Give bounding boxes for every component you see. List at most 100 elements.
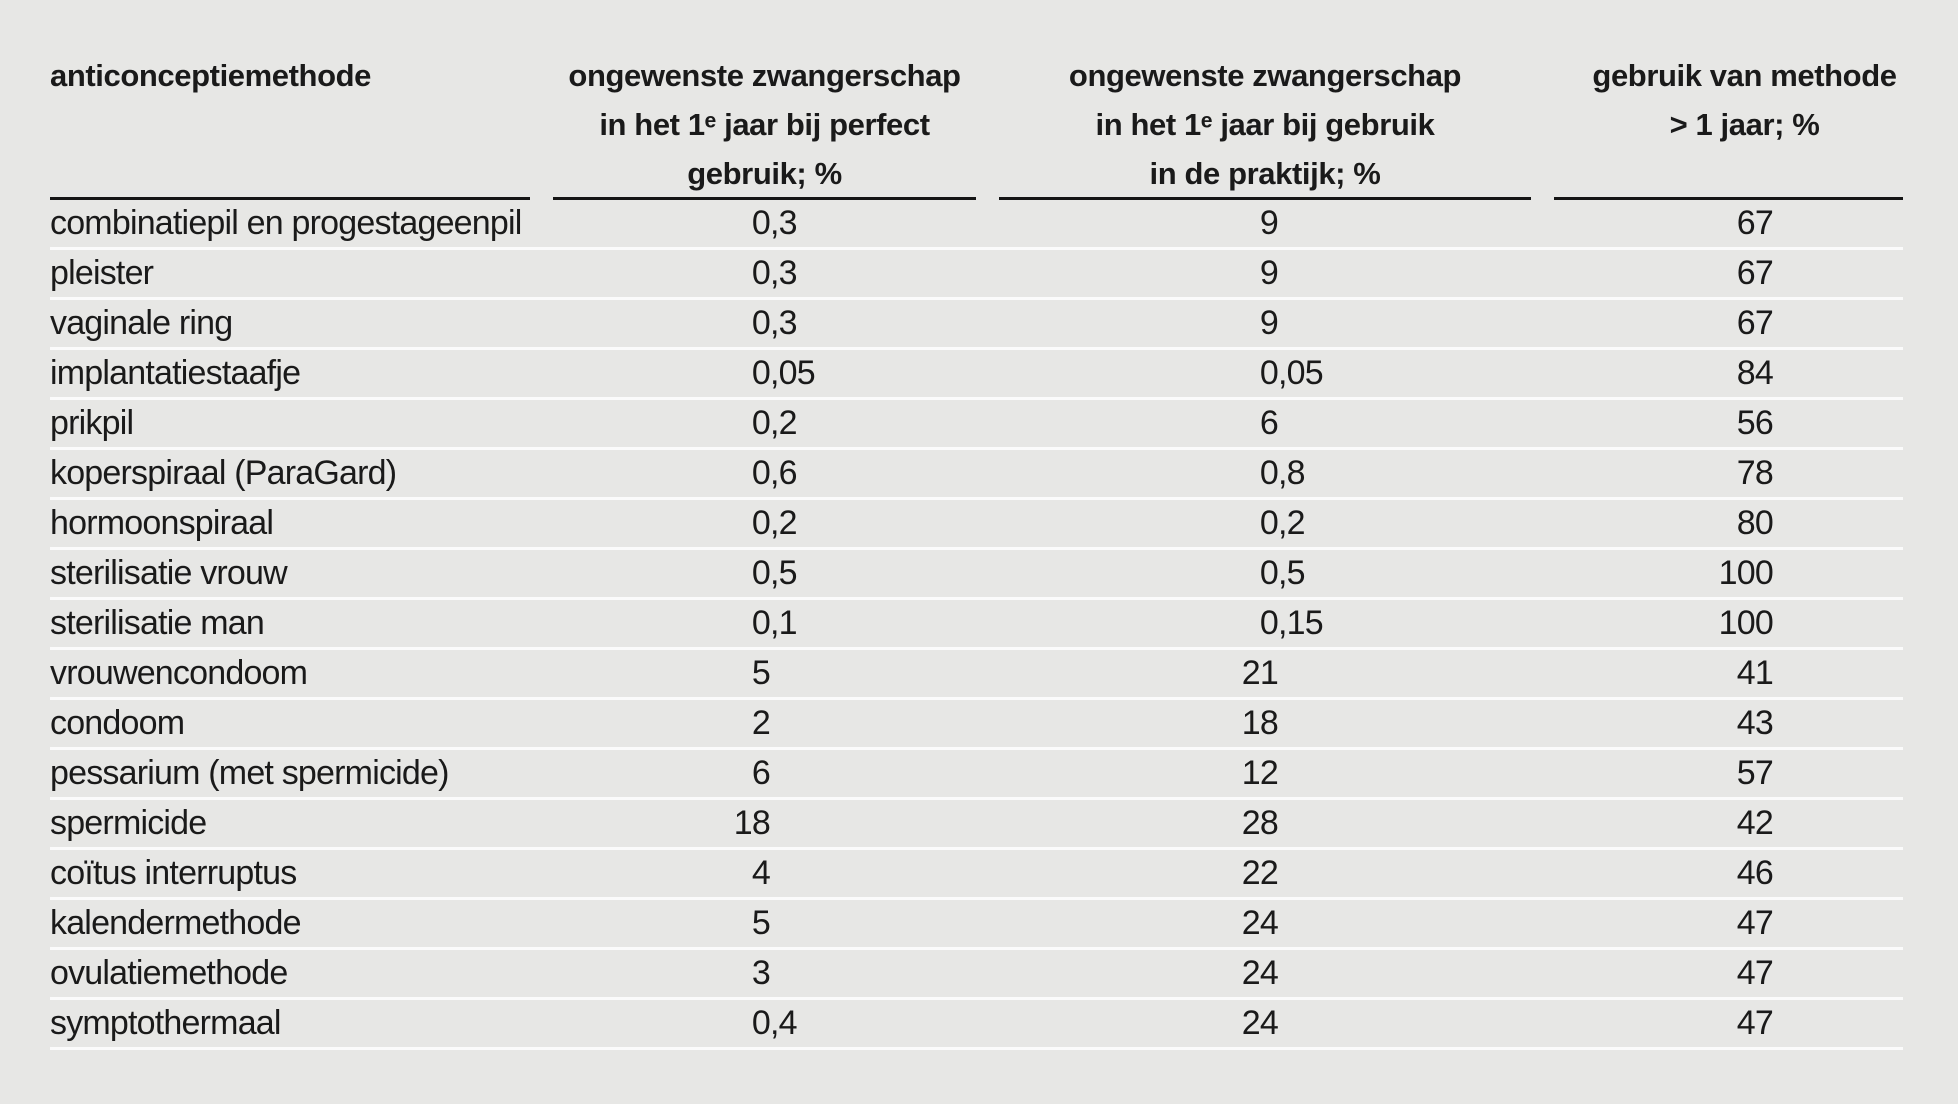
cell-continuation: 46	[1736, 854, 1774, 892]
cell-continuation: 47	[1736, 954, 1774, 992]
table-row: vrouwencondoom 5 21 41	[50, 650, 1903, 700]
table-row: kalendermethode 5 24 47	[50, 900, 1903, 950]
table-row: condoom 2 18 43	[50, 700, 1903, 750]
cell-perfect-use: 5	[751, 904, 771, 942]
cell-continuation: 67	[1736, 254, 1774, 292]
cell-typical-use: 9	[1259, 254, 1279, 292]
contraception-table: anticonceptiemethode ongewenste zwangers…	[50, 0, 1903, 1050]
header-line: gebruik; %	[687, 156, 842, 191]
table-row: spermicide 18 28 42	[50, 800, 1903, 850]
header-line: in de praktijk; %	[1149, 156, 1381, 191]
table-row: combinatiepil en progestageenpil 0,3 9 6…	[50, 200, 1903, 250]
cell-continuation: 78	[1736, 454, 1774, 492]
table-row: implantatiestaafje 0,05 0,05 84	[50, 350, 1903, 400]
table-header: anticonceptiemethode ongewenste zwangers…	[50, 0, 1903, 200]
cell-perfect-use: 0,3	[751, 304, 798, 342]
cell-typical-use: 28	[1241, 804, 1279, 842]
cell-continuation: 100	[1718, 604, 1774, 642]
cell-method: condoom	[50, 704, 185, 742]
cell-typical-use: 18	[1241, 704, 1279, 742]
header-line: ongewenste zwangerschap	[1068, 58, 1462, 93]
column-header-perfect-use: ongewenste zwangerschap in het 1ᵉ jaar b…	[553, 0, 976, 200]
table-row: hormoonspiraal 0,2 0,2 80	[50, 500, 1903, 550]
header-line: > 1 jaar; %	[1669, 107, 1820, 142]
column-header-continuation: gebruik van methode > 1 jaar; %	[1554, 0, 1903, 200]
cell-method: kalendermethode	[50, 904, 302, 942]
cell-typical-use: 0,05	[1259, 354, 1324, 392]
cell-perfect-use: 3	[751, 954, 771, 992]
cell-typical-use: 0,15	[1259, 604, 1324, 642]
cell-method: coïtus interruptus	[50, 854, 297, 892]
cell-continuation: 84	[1736, 354, 1774, 392]
table-row: pessarium (met spermicide) 6 12 57	[50, 750, 1903, 800]
cell-method: sterilisatie man	[50, 604, 265, 642]
cell-continuation: 57	[1736, 754, 1774, 792]
cell-method: implantatiestaafje	[50, 354, 301, 392]
cell-continuation: 80	[1736, 504, 1774, 542]
cell-method: vaginale ring	[50, 304, 233, 342]
cell-perfect-use: 0,5	[751, 554, 798, 592]
cell-method: ovulatiemethode	[50, 954, 288, 992]
cell-method: symptothermaal	[50, 1004, 281, 1042]
table-row: ovulatiemethode 3 24 47	[50, 950, 1903, 1000]
cell-typical-use: 12	[1241, 754, 1279, 792]
cell-perfect-use: 4	[751, 854, 771, 892]
cell-typical-use: 0,2	[1259, 504, 1306, 542]
cell-typical-use: 9	[1259, 304, 1279, 342]
cell-perfect-use: 0,2	[751, 404, 798, 442]
cell-typical-use: 21	[1241, 654, 1279, 692]
column-header-method: anticonceptiemethode	[50, 0, 530, 200]
table-row: sterilisatie vrouw 0,5 0,5 100	[50, 550, 1903, 600]
cell-typical-use: 24	[1241, 1004, 1279, 1042]
table-row: vaginale ring 0,3 9 67	[50, 300, 1903, 350]
cell-perfect-use: 2	[751, 704, 771, 742]
cell-continuation: 43	[1736, 704, 1774, 742]
table-row: prikpil 0,2 6 56	[50, 400, 1903, 450]
table-row: coïtus interruptus 4 22 46	[50, 850, 1903, 900]
cell-continuation: 47	[1736, 1004, 1774, 1042]
cell-method: sterilisatie vrouw	[50, 554, 288, 592]
header-line: gebruik van methode	[1592, 58, 1897, 93]
cell-method: combinatiepil en progestageenpil	[50, 204, 522, 242]
table-row: koperspiraal (ParaGard) 0,6 0,8 78	[50, 450, 1903, 500]
cell-method: spermicide	[50, 804, 207, 842]
cell-perfect-use: 0,3	[751, 204, 798, 242]
cell-perfect-use: 5	[751, 654, 771, 692]
table-row: symptothermaal 0,4 24 47	[50, 1000, 1903, 1050]
cell-typical-use: 0,8	[1259, 454, 1306, 492]
cell-method: pleister	[50, 254, 154, 292]
cell-continuation: 42	[1736, 804, 1774, 842]
cell-continuation: 100	[1718, 554, 1774, 592]
cell-method: hormoonspiraal	[50, 504, 274, 542]
cell-continuation: 41	[1736, 654, 1774, 692]
cell-continuation: 67	[1736, 304, 1774, 342]
cell-typical-use: 24	[1241, 904, 1279, 942]
cell-typical-use: 6	[1259, 404, 1279, 442]
table-row: pleister 0,3 9 67	[50, 250, 1903, 300]
cell-continuation: 67	[1736, 204, 1774, 242]
cell-method: prikpil	[50, 404, 134, 442]
header-line: anticonceptiemethode	[50, 58, 371, 93]
cell-typical-use: 0,5	[1259, 554, 1306, 592]
cell-perfect-use: 0,3	[751, 254, 798, 292]
header-line: in het 1ᵉ jaar bij perfect	[599, 107, 930, 142]
cell-perfect-use: 0,05	[751, 354, 816, 392]
table-body: combinatiepil en progestageenpil 0,3 9 6…	[50, 200, 1903, 1050]
cell-perfect-use: 6	[751, 754, 771, 792]
column-header-typical-use: ongewenste zwangerschap in het 1ᵉ jaar b…	[999, 0, 1531, 200]
cell-perfect-use: 0,2	[751, 504, 798, 542]
header-line: ongewenste zwangerschap	[568, 58, 961, 93]
cell-continuation: 47	[1736, 904, 1774, 942]
cell-continuation: 56	[1736, 404, 1774, 442]
header-line: in het 1ᵉ jaar bij gebruik	[1095, 107, 1435, 142]
cell-typical-use: 24	[1241, 954, 1279, 992]
cell-method: pessarium (met spermicide)	[50, 754, 449, 792]
table-row: sterilisatie man 0,1 0,15 100	[50, 600, 1903, 650]
cell-method: koperspiraal (ParaGard)	[50, 454, 397, 492]
cell-perfect-use: 18	[733, 804, 771, 842]
cell-method: vrouwencondoom	[50, 654, 308, 692]
cell-typical-use: 9	[1259, 204, 1279, 242]
cell-perfect-use: 0,1	[751, 604, 798, 642]
cell-perfect-use: 0,4	[751, 1004, 798, 1042]
